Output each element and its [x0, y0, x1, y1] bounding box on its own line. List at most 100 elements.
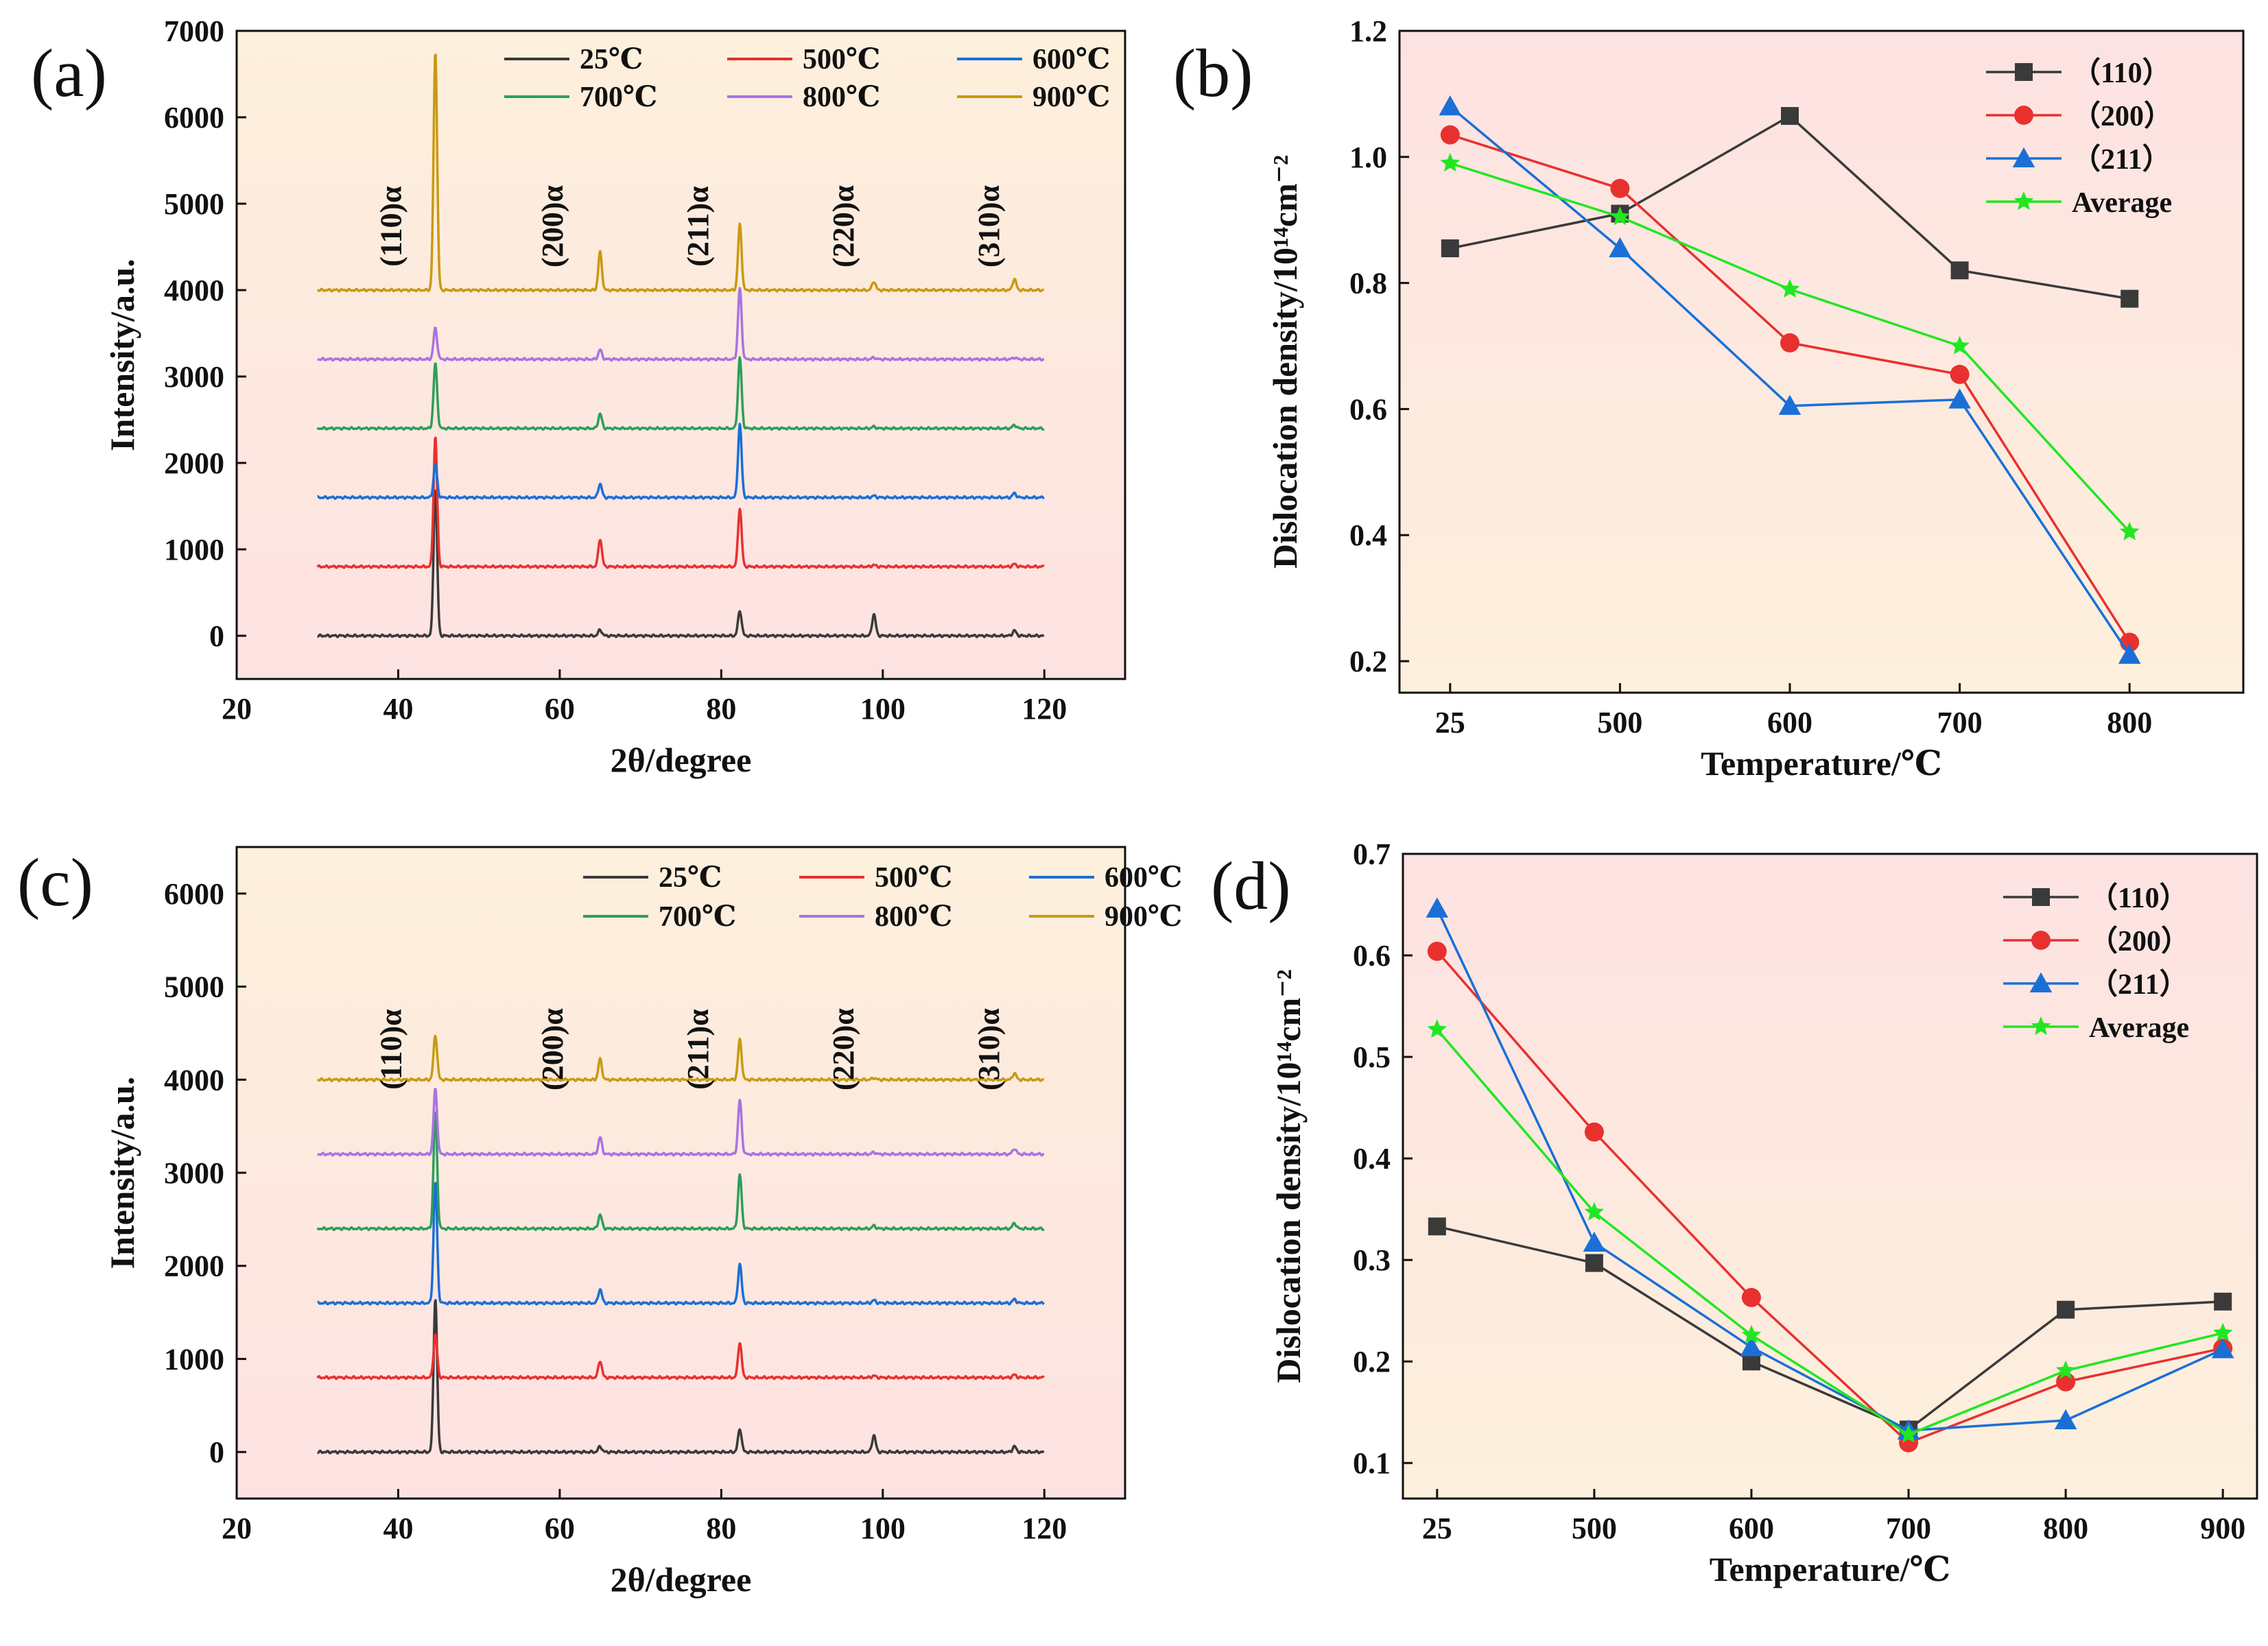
- legend-entry: 500℃: [875, 862, 952, 894]
- panel-label: (d): [1211, 848, 1291, 924]
- series-line-0: [1437, 1225, 2223, 1431]
- y-tick-label: 0.6: [1349, 392, 1387, 426]
- peak-label: (110)α: [375, 1009, 408, 1090]
- x-tick-label: 20: [222, 1512, 252, 1545]
- y-tick-label: 0: [209, 619, 224, 653]
- y-tick-label: 0.6: [1353, 939, 1391, 973]
- series-line-4: [316, 1088, 1045, 1157]
- y-tick-label: 4000: [164, 274, 224, 307]
- data-point: [1780, 107, 1799, 126]
- x-tick-label: 20: [222, 692, 252, 726]
- series-line-5: [316, 53, 1045, 293]
- x-tick-label: 80: [706, 1512, 736, 1545]
- peak-label: (220)α: [827, 185, 860, 267]
- y-tick-label: 3000: [164, 360, 224, 394]
- data-point: [1427, 1019, 1448, 1038]
- x-axis-label: 2θ/degree: [611, 1560, 752, 1599]
- data-point: [2212, 1322, 2233, 1341]
- y-tick-label: 0.2: [1349, 645, 1387, 678]
- peak-label: (310)α: [972, 185, 1006, 267]
- y-tick-label: 0.4: [1349, 518, 1387, 552]
- x-axis-label: Temperature/℃: [1701, 744, 1942, 783]
- series-line-5: [316, 1034, 1045, 1082]
- y-tick-label: 1.2: [1349, 14, 1387, 48]
- data-point: [2119, 521, 2140, 540]
- legend-entry: 900℃: [1032, 82, 1110, 113]
- data-point: [1950, 335, 1970, 355]
- legend-entry: 500℃: [803, 44, 880, 75]
- legend-entry: 600℃: [1105, 862, 1182, 894]
- data-point: [1440, 153, 1461, 172]
- x-tick-label: 40: [383, 1512, 413, 1545]
- y-tick-label: 0.1: [1353, 1446, 1391, 1480]
- chart-3: 25 500 600 700 800 900 0.1 0.2 0.3 0.4 0.5 0.6 0.7 Te…: [1211, 837, 2258, 1588]
- x-tick-label: 700: [1937, 706, 1983, 739]
- peak-label: (211)α: [681, 1009, 715, 1090]
- y-tick-label: 6000: [164, 101, 224, 134]
- data-point: [1740, 1336, 1763, 1357]
- y-axis-label: Intensity/a.u.: [103, 1077, 141, 1269]
- legend-entry: 25℃: [659, 862, 722, 894]
- x-tick-label: 80: [706, 692, 736, 726]
- legend-entry: （110）: [2072, 57, 2171, 89]
- plot-area: [235, 846, 1126, 1500]
- y-tick-label: 0.5: [1353, 1040, 1391, 1074]
- data-point: [1585, 1254, 1603, 1272]
- plot-area: [1398, 29, 2245, 694]
- data-point: [1780, 333, 1799, 353]
- data-point: [1950, 364, 1970, 384]
- legend-entry: （211）: [2072, 143, 2171, 176]
- chart-0: 20 40 60 80 100 120 0 1000 2000 3000 4000 5000 6000 7…: [31, 14, 1126, 779]
- legend-entry: （200）: [2089, 925, 2190, 957]
- chart-2: 20 40 60 80 100 120 0 1000 2000 3000 4000 5000 6000 2…: [17, 844, 1182, 1599]
- x-tick-label: 100: [860, 1512, 906, 1545]
- data-point: [1610, 206, 1630, 226]
- data-point: [1584, 1202, 1605, 1221]
- x-tick-label: 600: [1729, 1512, 1774, 1545]
- y-tick-label: 3000: [164, 1156, 224, 1190]
- series-line-2: [1436, 908, 2223, 1432]
- data-point: [1427, 942, 1447, 962]
- data-point: [2118, 643, 2141, 664]
- y-tick-label: 1000: [164, 1342, 224, 1376]
- data-point: [2055, 1360, 2076, 1379]
- legend-marker: [2032, 888, 2050, 906]
- y-tick-label: 2000: [164, 1250, 224, 1283]
- y-tick-label: 0.2: [1353, 1345, 1391, 1379]
- data-point: [1583, 1231, 1606, 1252]
- series-line-4: [316, 287, 1045, 362]
- x-tick-label: 800: [2107, 706, 2152, 739]
- series-line-2: [316, 422, 1045, 500]
- y-axis-label: Dislocation density/10¹⁴cm⁻²: [1269, 969, 1308, 1383]
- y-tick-label: 1000: [164, 533, 224, 566]
- legend-entry: 700℃: [580, 82, 657, 113]
- peak-label: (211)α: [681, 186, 715, 267]
- data-point: [1609, 237, 1631, 258]
- x-tick-label: 500: [1572, 1512, 1617, 1545]
- panel-label: (a): [31, 35, 107, 111]
- peak-label: (200)α: [536, 185, 569, 267]
- y-tick-label: 4000: [164, 1063, 224, 1097]
- x-tick-label: 120: [1021, 1512, 1067, 1545]
- data-point: [2121, 289, 2139, 308]
- panel-label: (c): [17, 844, 93, 920]
- x-axis-label: 2θ/degree: [611, 741, 752, 779]
- peak-label: (220)α: [827, 1008, 860, 1090]
- data-point: [1950, 261, 1969, 280]
- series-line-3: [1436, 1028, 2223, 1436]
- legend-entry: （110）: [2089, 882, 2188, 914]
- legend-entry: 800℃: [803, 82, 880, 113]
- y-tick-label: 0.4: [1353, 1142, 1391, 1176]
- y-axis-label: Intensity/a.u.: [103, 259, 141, 451]
- x-tick-label: 500: [1597, 706, 1642, 739]
- x-tick-label: 700: [1886, 1512, 1931, 1545]
- peak-label: (110)α: [375, 186, 408, 267]
- legend-entry: Average: [2072, 187, 2172, 219]
- y-tick-label: 5000: [164, 187, 224, 221]
- x-tick-label: 600: [1767, 706, 1812, 739]
- legend-entry: 700℃: [659, 901, 736, 933]
- series-line-1: [316, 1333, 1046, 1381]
- legend-marker: [2031, 931, 2051, 950]
- legend-entry: 25℃: [580, 44, 643, 75]
- x-tick-label: 60: [545, 692, 575, 726]
